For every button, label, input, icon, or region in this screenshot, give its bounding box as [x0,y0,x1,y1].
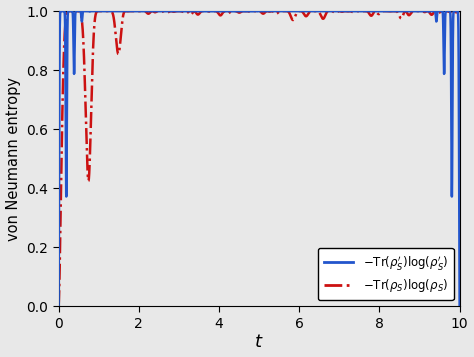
Legend: $-\mathrm{Tr}(\rho_S^{\prime}) \log(\rho_S^{\prime})$, $-\mathrm{Tr}(\rho_S) \lo: $-\mathrm{Tr}(\rho_S^{\prime}) \log(\rho… [318,248,454,300]
Y-axis label: von Neumann entropy: von Neumann entropy [6,77,20,241]
X-axis label: $t$: $t$ [254,333,264,351]
